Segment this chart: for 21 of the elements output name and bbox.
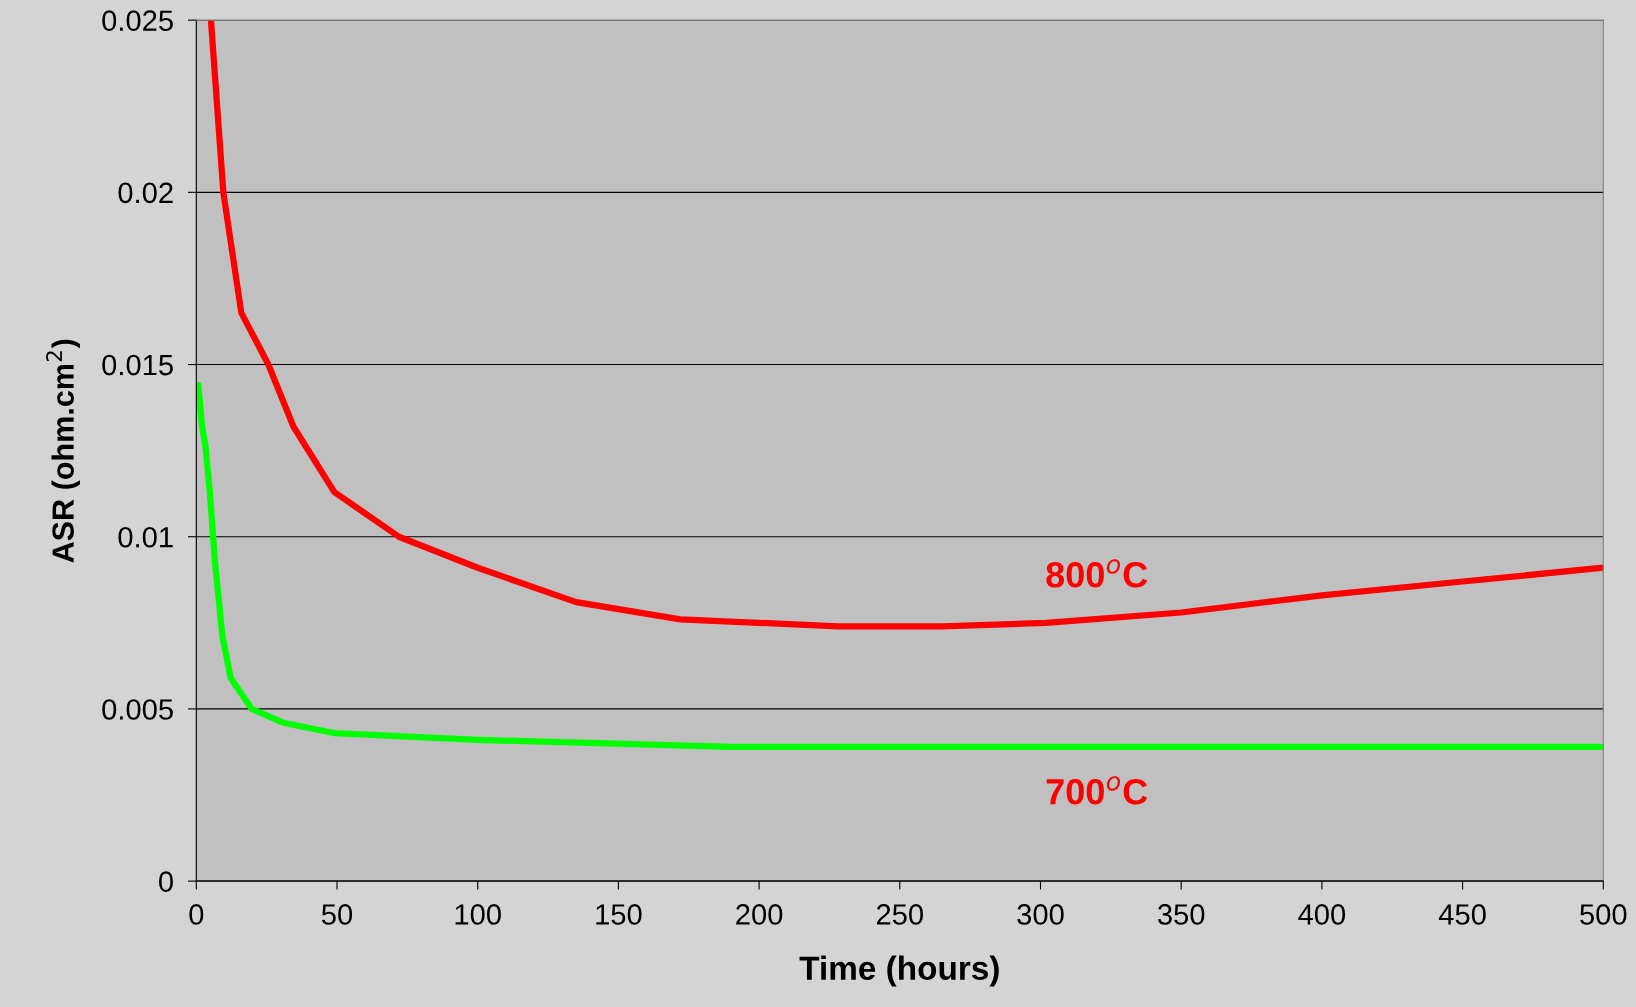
x-tick-label: 400: [1298, 904, 1346, 925]
x-tick-label: 150: [596, 904, 642, 925]
x-tick-label: 50: [321, 904, 353, 925]
y-tick-label: 0: [159, 871, 173, 892]
x-tick-label: 300: [1017, 904, 1064, 925]
annotation: 800$^{o}$C: [1046, 559, 1148, 588]
y-tick-label: 0.01: [118, 526, 173, 548]
x-tick-label: 100: [455, 904, 501, 925]
y-tick-label: 0.015: [102, 354, 173, 376]
x-tick-label: 250: [876, 904, 923, 925]
x-tick-label: 350: [1157, 904, 1205, 925]
y-tick-label: 0.02: [118, 182, 173, 204]
x-tick-label: 450: [1438, 904, 1486, 925]
x-tick-label: 200: [736, 904, 783, 925]
annotation: 700$^{o}$C: [1046, 776, 1148, 805]
y-axis-title: ASR (ohm.cm$^{2}$): [46, 339, 80, 563]
y-tick-label: 0.005: [102, 699, 173, 720]
x-axis-title: Time (hours): [799, 955, 999, 987]
x-tick-label: 0: [189, 904, 204, 925]
x-tick-label: 500: [1580, 904, 1627, 925]
y-tick-label: 0.025: [102, 10, 173, 31]
